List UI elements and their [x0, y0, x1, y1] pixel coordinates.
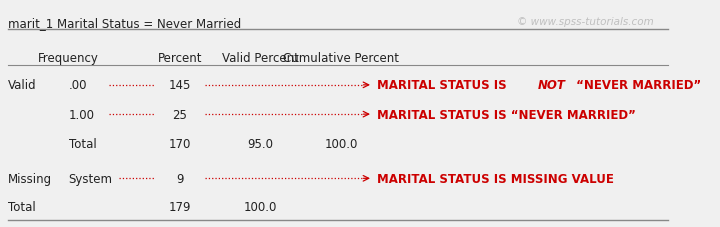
Text: Cumulative Percent: Cumulative Percent — [283, 52, 400, 65]
Text: 100.0: 100.0 — [244, 200, 277, 213]
Text: MARITAL STATUS IS MISSING VALUE: MARITAL STATUS IS MISSING VALUE — [377, 172, 613, 185]
Text: “NEVER MARRIED”: “NEVER MARRIED” — [572, 79, 701, 92]
Text: NOT: NOT — [539, 79, 566, 92]
Text: 9: 9 — [176, 172, 184, 185]
Text: 1.00: 1.00 — [68, 108, 95, 121]
Text: marit_1 Marital Status = Never Married: marit_1 Marital Status = Never Married — [8, 17, 241, 30]
Text: Frequency: Frequency — [38, 52, 99, 65]
Text: System: System — [68, 172, 113, 185]
Text: Percent: Percent — [158, 52, 202, 65]
Text: 179: 179 — [168, 200, 191, 213]
Text: 100.0: 100.0 — [325, 137, 358, 150]
Text: Valid: Valid — [8, 79, 37, 92]
Text: MARITAL STATUS IS: MARITAL STATUS IS — [377, 79, 510, 92]
Text: 145: 145 — [168, 79, 191, 92]
Text: .00: .00 — [68, 79, 87, 92]
Text: Total: Total — [68, 137, 96, 150]
Text: 170: 170 — [168, 137, 191, 150]
Text: Total: Total — [8, 200, 36, 213]
Text: Valid Percent: Valid Percent — [222, 52, 299, 65]
Text: 25: 25 — [172, 108, 187, 121]
Text: MARITAL STATUS IS “NEVER MARRIED”: MARITAL STATUS IS “NEVER MARRIED” — [377, 108, 636, 121]
Text: Missing: Missing — [8, 172, 53, 185]
Text: 95.0: 95.0 — [248, 137, 274, 150]
Text: © www.spss-tutorials.com: © www.spss-tutorials.com — [518, 17, 654, 27]
